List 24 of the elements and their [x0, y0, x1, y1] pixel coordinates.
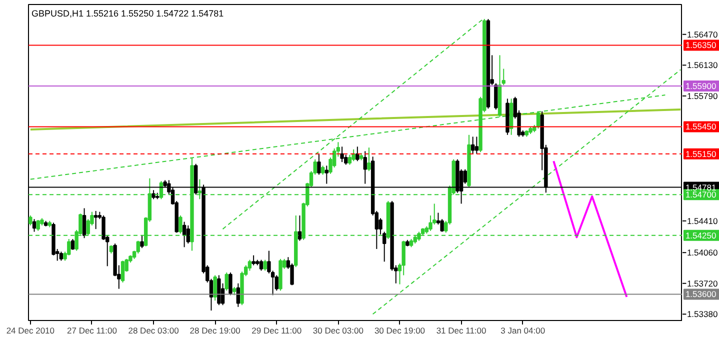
ref-line-label: 1.55450 — [685, 122, 716, 132]
x-tick-label: 28 Dec 03:00 — [128, 326, 180, 336]
ref-line-label: 1.56350 — [685, 40, 716, 50]
y-tick-label: 1.53380 — [686, 309, 718, 320]
ref-line-label: 1.54250 — [685, 230, 716, 240]
x-tick-label: 30 Dec 03:00 — [312, 326, 364, 336]
y-tick-label: 1.54410 — [686, 216, 718, 226]
y-tick-label: 1.55790 — [686, 90, 718, 101]
y-tick-label: 1.56470 — [686, 29, 718, 40]
x-tick-label: 24 Dec 2010 — [6, 326, 55, 336]
x-tick-label: 31 Dec 11:00 — [436, 326, 487, 336]
y-tick-label: 1.56130 — [686, 60, 718, 70]
y-tick-label: 1.54060 — [686, 248, 718, 258]
x-tick-label: 28 Dec 19:00 — [190, 326, 241, 336]
x-tick-label: 30 Dec 19:00 — [374, 326, 426, 336]
x-tick-label: 29 Dec 11:00 — [252, 326, 302, 336]
ref-line-label: 1.54700 — [685, 190, 716, 200]
x-tick-label: 3 Jan 04:00 — [500, 326, 546, 336]
ref-line-label: 1.53600 — [685, 289, 716, 300]
y-tick-label: 1.53720 — [686, 278, 718, 288]
ref-line-label: 1.55900 — [685, 80, 716, 91]
ref-line-label: 1.55150 — [685, 148, 716, 159]
x-tick-label: 27 Dec 11:00 — [67, 326, 118, 336]
chart-title: GBPUSD,H1 1.55216 1.55250 1.54722 1.54781 — [32, 8, 224, 18]
